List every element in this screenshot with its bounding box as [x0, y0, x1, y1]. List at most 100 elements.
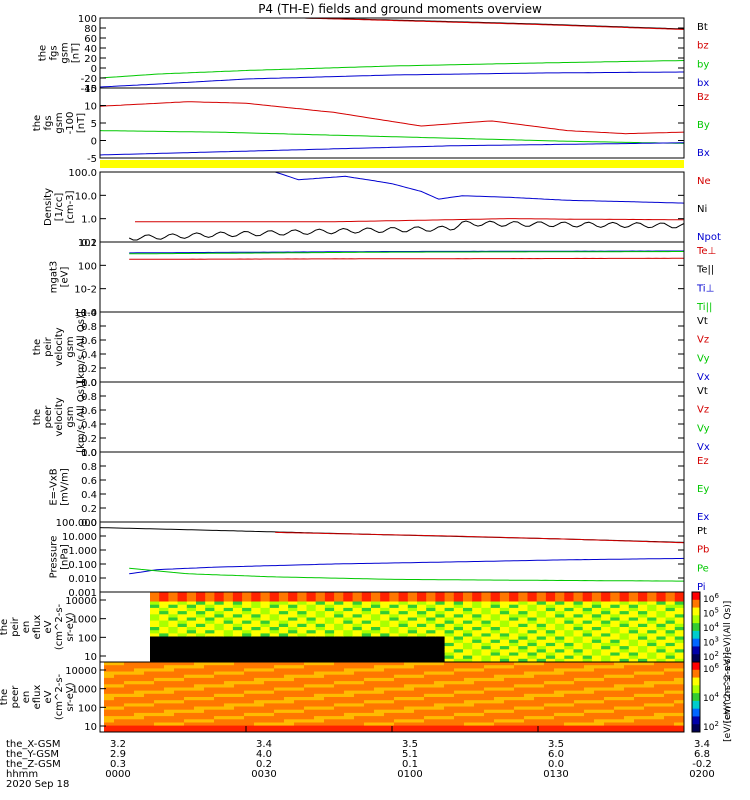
- heat-cell: [214, 592, 225, 596]
- heat-cell: [536, 639, 547, 644]
- ytick-label: 0.001: [68, 588, 97, 599]
- heat-cell: [564, 706, 575, 711]
- heat-cell: [509, 614, 519, 618]
- colorbar-tick: 104: [703, 691, 719, 704]
- heat-cell: [164, 725, 175, 730]
- heat-cell: [344, 687, 355, 692]
- heat-cell: [380, 652, 390, 657]
- heat-cell: [518, 611, 528, 615]
- heat-cell: [196, 658, 206, 663]
- heat-cell: [514, 677, 525, 682]
- heat-cell: [417, 620, 427, 625]
- heat-cell: [196, 649, 206, 653]
- heat-cell: [315, 623, 326, 628]
- xaxis-value: 0.0: [548, 759, 564, 770]
- heat-cell: [352, 646, 363, 650]
- heat-cell: [389, 652, 400, 657]
- heat-cell: [463, 636, 473, 641]
- heat-cell: [334, 712, 345, 717]
- heat-cell: [509, 655, 519, 660]
- heat-cell: [564, 642, 574, 647]
- heat-cell: [628, 595, 639, 599]
- heat-cell: [564, 598, 574, 603]
- heat-cell: [315, 649, 326, 653]
- heat-cell: [584, 671, 595, 676]
- heat-cell: [194, 716, 205, 720]
- heat-cell: [555, 633, 565, 638]
- ytick-label: 10: [84, 652, 97, 663]
- heat-cell: [564, 716, 575, 720]
- heat-cell: [499, 658, 510, 663]
- heat-cell: [594, 690, 605, 695]
- heat-cell: [168, 595, 179, 599]
- heat-cell: [104, 671, 115, 676]
- heat-cell: [361, 614, 372, 618]
- heat-cell: [490, 617, 501, 622]
- heat-cell: [665, 595, 676, 599]
- heat-cell: [424, 662, 435, 666]
- ytick-label: 80: [84, 24, 97, 35]
- figure-title: P4 (TH-E) fields and ground moments over…: [258, 2, 542, 16]
- heat-cell: [601, 623, 611, 628]
- heat-cell: [174, 722, 185, 727]
- heat-cell: [354, 725, 365, 730]
- heat-cell: [274, 716, 285, 720]
- heat-cell: [591, 598, 602, 603]
- heat-cell: [371, 607, 381, 612]
- heat-cell: [624, 693, 635, 698]
- heat-cell: [204, 709, 215, 714]
- heat-cell: [114, 684, 125, 688]
- heat-cell: [614, 681, 625, 685]
- heat-cell: [380, 623, 390, 628]
- heat-cell: [154, 690, 165, 695]
- heat-cell: [150, 633, 160, 638]
- heat-cell: [124, 700, 135, 704]
- heat-cell: [352, 623, 363, 628]
- series-by: [99, 60, 685, 79]
- heat-cell: [186, 655, 197, 660]
- heat-cell: [177, 636, 188, 641]
- heat-cell: [354, 716, 365, 720]
- heat-cell: [264, 662, 275, 666]
- heat-cell: [604, 684, 615, 688]
- heat-cell: [594, 671, 605, 676]
- heat-cell: [174, 687, 185, 692]
- heat-cell: [634, 716, 645, 720]
- heat-cell: [484, 662, 495, 666]
- heat-cell: [414, 719, 425, 723]
- heat-cell: [594, 674, 605, 679]
- heat-cell: [417, 633, 427, 638]
- heat-cell: [594, 687, 605, 692]
- heat-cell: [444, 712, 455, 717]
- heat-cell: [242, 614, 252, 618]
- heat-cell: [554, 690, 565, 695]
- heat-cell: [168, 642, 179, 647]
- heat-cell: [374, 706, 385, 711]
- heat-cell: [574, 674, 585, 679]
- heat-cell: [554, 700, 565, 704]
- heat-cell: [398, 595, 409, 599]
- heat-cell: [344, 697, 355, 701]
- heat-cell: [527, 623, 538, 628]
- heat-cell: [584, 703, 595, 708]
- heat-cell: [544, 700, 555, 704]
- heat-cell: [504, 709, 515, 714]
- heat-cell: [582, 627, 593, 631]
- heat-cell: [164, 671, 175, 676]
- heat-cell: [177, 598, 188, 603]
- heat-cell: [124, 677, 135, 682]
- heat-cell: [474, 725, 485, 730]
- heat-cell: [352, 592, 363, 596]
- heat-cell: [205, 611, 215, 615]
- heat-cell: [591, 607, 602, 612]
- heat-cell: [186, 642, 197, 647]
- heat-cell: [124, 684, 135, 688]
- heat-cell: [324, 652, 335, 657]
- heat-cell: [654, 665, 665, 669]
- heat-cell: [196, 607, 206, 612]
- heat-cell: [624, 697, 635, 701]
- heat-cell: [656, 601, 667, 606]
- heat-cell: [619, 630, 630, 634]
- heat-cell: [343, 658, 353, 663]
- heat-cell: [254, 706, 265, 711]
